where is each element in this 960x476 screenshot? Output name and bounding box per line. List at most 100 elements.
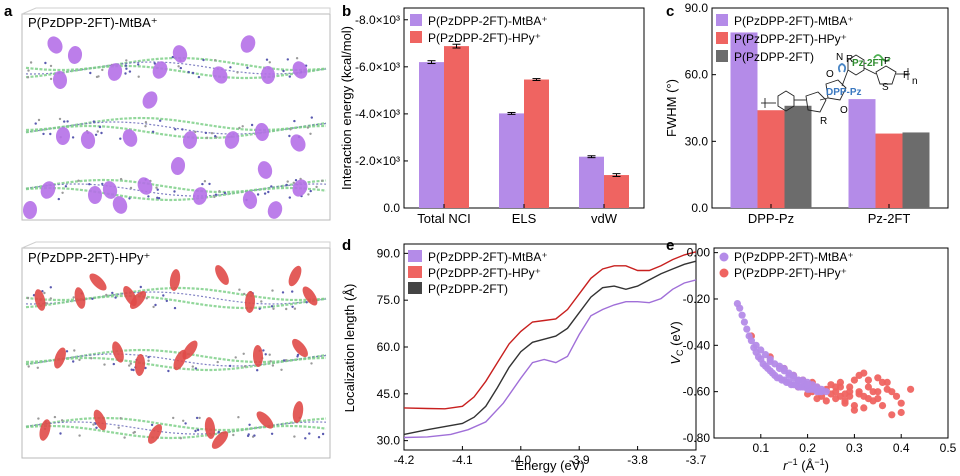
atom-dot <box>256 193 260 196</box>
atom-dot <box>236 71 239 74</box>
inset-atom-r-bottom: R <box>820 116 827 127</box>
atom-dot <box>173 190 176 193</box>
y-tick-label: -0.60 <box>683 385 711 399</box>
y-tick-label: -0.20 <box>683 292 711 306</box>
polymer-chains-top <box>25 55 327 202</box>
legend-marker-mtba <box>719 252 729 262</box>
panel-label-d: d <box>342 237 351 254</box>
x-tick-label: -4.0 <box>510 453 531 467</box>
hpy-ion <box>173 349 187 371</box>
atom-dot <box>44 61 47 65</box>
x-tick-label: vdW <box>591 211 618 226</box>
atom-dot <box>292 181 295 184</box>
hpy-ion <box>211 431 229 449</box>
atom-dot <box>309 189 312 193</box>
atom-dot <box>49 132 52 136</box>
y-tick-label: 60.0 <box>685 68 709 82</box>
atom-dot <box>291 305 294 308</box>
atom-dot <box>65 350 69 353</box>
y-tick-label: -0.80 <box>683 431 711 445</box>
polymer-chain <box>25 294 327 310</box>
polymer-chain <box>25 121 327 135</box>
panel-c-legend: P(PzDPP-2FT)-MtBA⁺ P(PzDPP-2FT)-HPy⁺ P(P… <box>716 14 854 64</box>
x-tick-label: 0.5 <box>940 441 957 455</box>
atom-dot <box>172 416 175 420</box>
atom-dot <box>296 355 299 358</box>
hpy-ion <box>134 354 146 376</box>
panel-d-ylabel: Localization length (Å) <box>342 284 357 413</box>
polymer-chain <box>25 186 327 202</box>
point-hpy <box>864 383 873 391</box>
sim-top-title: P(PzDPP-2FT)-MtBA⁺ <box>28 15 158 30</box>
legend-swatch-mtba <box>410 14 422 26</box>
atom-dot <box>112 362 116 366</box>
legend-label-mtba: P(PzDPP-2FT)-MtBA⁺ <box>734 14 854 28</box>
mtba-ion <box>240 35 256 53</box>
y-tick-label: 75.0 <box>377 293 401 307</box>
atom-dot <box>171 55 174 59</box>
panel-e-ticks: 0.1 0.2 0.3 0.4 0.5 0.00 -0.20 -0.40 -0.60 -0.80 <box>683 246 957 455</box>
inset-atom-n: N <box>836 52 843 63</box>
atom-dot <box>214 59 217 62</box>
atom-dot <box>269 360 272 363</box>
atom-dot <box>223 191 227 195</box>
atom-dot <box>43 291 46 295</box>
sim-box-top: P(PzDPP-2FT)-MtBA⁺ <box>21 7 331 221</box>
legend-label-neutral: P(PzDPP-2FT) <box>734 50 814 64</box>
point-mtba <box>743 325 751 333</box>
atom-dot <box>77 179 80 182</box>
series-line-mtba <box>403 279 697 439</box>
bar-neutral <box>902 132 930 208</box>
atom-dot <box>306 126 310 129</box>
atom-dot <box>234 356 237 359</box>
hpy-ion <box>148 424 162 444</box>
atom-dot <box>194 130 197 134</box>
panel-b-bars <box>419 43 629 208</box>
panel-c-frame <box>711 7 949 209</box>
panel-d-lines <box>403 251 697 439</box>
atom-dot <box>262 349 265 352</box>
y-tick-label: 0.0 <box>691 201 708 215</box>
atom-dot <box>89 71 92 75</box>
hpy-ion <box>123 286 137 306</box>
point-hpy <box>864 395 873 403</box>
atom-dot <box>310 116 313 119</box>
legend-label-hpy: P(PzDPP-2FT)-HPy⁺ <box>734 32 847 46</box>
atom-dot <box>258 307 261 310</box>
point-mtba <box>766 357 774 366</box>
y-tick-label: 0.0 <box>383 201 400 215</box>
atom-dot <box>281 291 285 294</box>
polymer-chain <box>25 416 327 432</box>
atom-dot <box>305 301 308 304</box>
atom-dot <box>184 422 187 425</box>
x-tick-label: 0.1 <box>752 441 769 455</box>
atom-dot <box>232 433 235 437</box>
panel-c-bars <box>730 32 930 208</box>
atom-dot <box>197 75 201 79</box>
legend-swatch-mtba <box>716 14 728 26</box>
atom-dot <box>267 190 270 194</box>
atom-dot <box>191 71 195 75</box>
bar-mtba <box>848 99 876 208</box>
atom-dot <box>111 291 114 295</box>
point-mtba <box>799 376 807 384</box>
atom-dot <box>181 128 184 131</box>
point-mtba <box>740 318 749 326</box>
atom-dot <box>271 364 275 367</box>
atom-dot <box>29 61 33 64</box>
atom-dot <box>157 197 161 200</box>
atom-dot <box>101 182 104 186</box>
point-hpy <box>888 388 896 396</box>
atom-dot <box>237 416 240 419</box>
mtba-ion <box>172 45 188 63</box>
legend-label-mtba: P(PzDPP-2FT)-MtBA⁺ <box>428 14 548 28</box>
panel-d-chart: -4.2 -4.1 -4.0 -3.9 -3.8 -3.7 30.0 45.0 60.0 75.0… <box>342 243 707 473</box>
panel-e-legend: P(PzDPP-2FT)-MtBA⁺ P(PzDPP-2FT)-HPy⁺ <box>719 250 854 280</box>
atom-dot <box>66 120 69 123</box>
mtba-ion <box>67 46 83 64</box>
atom-dot <box>238 288 241 291</box>
atom-dot <box>246 434 250 438</box>
atom-dot <box>96 130 100 133</box>
atom-dot <box>42 132 45 136</box>
atom-dot <box>91 297 94 300</box>
